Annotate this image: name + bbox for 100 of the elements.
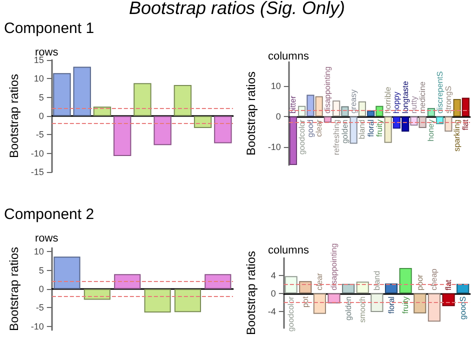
bar: [384, 116, 392, 143]
bar: [328, 293, 340, 304]
y-tick-label: 5: [38, 92, 44, 102]
y-tick-label: 0: [38, 284, 44, 294]
y-tick-label: -10: [30, 148, 44, 158]
bar: [313, 293, 326, 314]
x-tick-label: golden: [344, 296, 353, 320]
y-tick-label: 10: [34, 74, 44, 84]
x-tick-label: bitter: [288, 95, 298, 114]
bar: [214, 116, 232, 144]
bar: [456, 284, 470, 294]
bar: [174, 289, 202, 312]
x-tick-label: poor: [415, 274, 424, 290]
x-tick-label: sparkling: [452, 120, 462, 152]
text: Bootstrap ratios (Sig. Only): [128, 0, 346, 19]
x-tick-label: goodS: [458, 296, 468, 320]
x-tick-label: horrible: [384, 86, 393, 114]
y-tick-label: -15: [30, 167, 44, 177]
x-tick-label: fruity: [401, 296, 410, 314]
bar: [84, 289, 110, 300]
bar: [289, 116, 298, 165]
bar: [367, 110, 375, 117]
bar: [358, 101, 366, 117]
y-axis-title: Bootstrap ratios: [7, 246, 21, 332]
y-axis-title: Bootstrap ratios: [244, 71, 258, 156]
bar: [384, 283, 398, 294]
y-tick-label: -4: [268, 306, 276, 317]
x-tick-label: refreshing: [332, 120, 341, 156]
text: Component 1: [4, 20, 94, 37]
y-tick-label: 15: [34, 55, 44, 65]
x-tick-label: cheap: [430, 268, 439, 290]
bar: [418, 116, 426, 128]
y-tick-label: -5: [36, 130, 44, 140]
bar: [462, 98, 470, 117]
x-tick-label: goodcolor: [297, 119, 306, 155]
bar: [54, 256, 80, 289]
bar: [332, 100, 340, 117]
x-tick-label: honey: [426, 120, 436, 142]
x-tick-label: fruity: [374, 120, 384, 137]
bar: [154, 116, 172, 146]
bar: [144, 289, 171, 312]
y-tick-label: 0: [270, 288, 276, 298]
bar: [342, 284, 355, 294]
bar: [356, 282, 369, 294]
bar: [399, 268, 412, 294]
bar: [93, 106, 112, 116]
y-tick-label: -5: [36, 302, 44, 313]
y-tick-label: 5: [38, 265, 44, 276]
bar: [53, 73, 71, 116]
bar: [194, 116, 212, 128]
bar: [402, 116, 410, 132]
bar: [370, 293, 384, 312]
y-tick-label: 10: [34, 246, 44, 257]
x-tick-label: nutty: [409, 96, 418, 114]
x-tick-label: strongS: [444, 86, 453, 114]
bar: [134, 83, 152, 116]
x-tick-label: golden: [340, 120, 350, 144]
x-tick-label: smooth: [358, 296, 368, 323]
y-tick-label: 10: [270, 81, 281, 92]
y-tick-label: 0: [38, 111, 44, 121]
bar: [73, 66, 91, 116]
chart-title: columns: [268, 244, 310, 256]
text: Component 2: [4, 206, 94, 223]
bar: [315, 96, 323, 117]
x-tick-label: greasy: [349, 90, 358, 114]
bar: [428, 293, 441, 322]
bar: [442, 293, 455, 306]
bar: [444, 116, 452, 132]
chart-title: rows: [35, 232, 59, 244]
bar: [306, 94, 314, 117]
bar: [113, 116, 132, 156]
x-tick-label: disappointing: [323, 66, 332, 114]
y-tick-label: -10: [268, 142, 281, 152]
y-axis-title: Bootstrap ratios: [7, 74, 21, 158]
x-tick-label: hoppy: [392, 92, 402, 114]
bar: [414, 293, 426, 314]
x-tick-label: clear: [314, 119, 324, 137]
y-tick-label: 0: [276, 112, 281, 122]
bar: [204, 274, 232, 289]
bar: [174, 85, 192, 116]
x-tick-label: medicine: [418, 80, 428, 114]
x-tick-label: good: [306, 120, 315, 138]
bar: [392, 116, 400, 129]
bar: [114, 274, 141, 289]
x-tick-label: floral: [386, 296, 396, 314]
chart-title: columns: [268, 50, 310, 62]
bar: [299, 281, 312, 294]
bar: [453, 98, 461, 117]
bar: [341, 106, 349, 117]
bar: [284, 276, 298, 294]
x-tick-label: pot: [300, 296, 310, 308]
bar: [350, 116, 358, 144]
x-tick-label: longtaste: [400, 80, 410, 114]
x-tick-label: floral: [366, 119, 376, 137]
x-tick-label: bland: [358, 120, 367, 140]
x-tick-label: clear: [315, 272, 324, 290]
y-tick-label: 4: [270, 270, 276, 280]
x-tick-label: disappointing: [330, 243, 339, 290]
bar: [427, 108, 435, 117]
x-tick-label: goodcolor: [286, 296, 296, 332]
